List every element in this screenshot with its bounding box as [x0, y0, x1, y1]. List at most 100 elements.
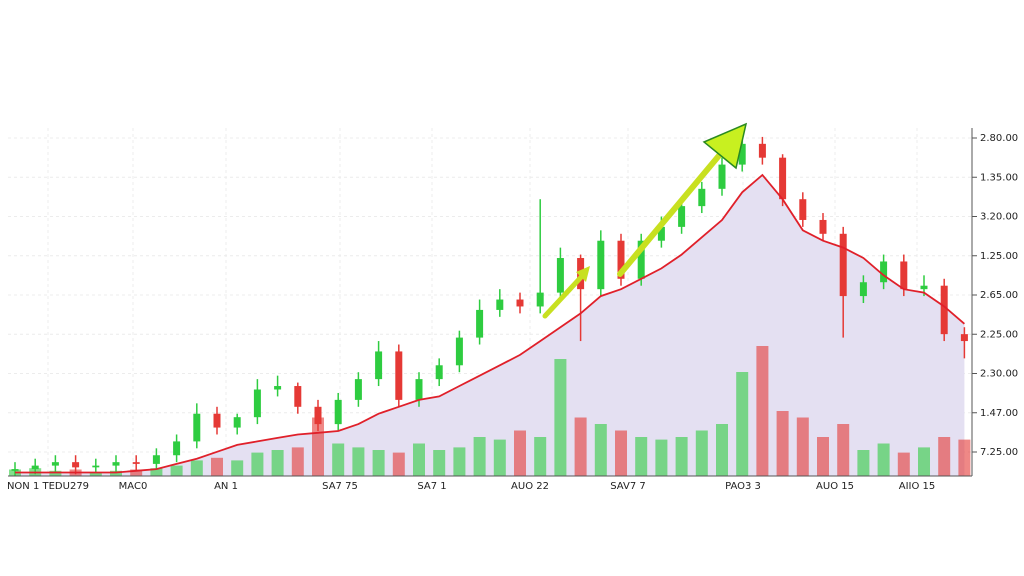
- candle-body: [556, 258, 564, 293]
- volume-bar: [332, 443, 345, 476]
- volume-bar: [877, 443, 890, 476]
- candle-body: [657, 226, 665, 241]
- volume-bar: [534, 437, 547, 476]
- volume-bar: [675, 437, 688, 476]
- candle-body: [738, 143, 746, 165]
- volume-bar: [817, 437, 829, 476]
- volume-bar: [695, 430, 708, 476]
- candle-body: [112, 462, 120, 466]
- volume-bar: [453, 447, 466, 476]
- candle-body: [31, 465, 39, 470]
- candle-body: [72, 462, 80, 468]
- candle-body: [213, 413, 221, 428]
- volume-bar: [89, 472, 102, 476]
- candle-body: [637, 240, 645, 279]
- volume-bar: [635, 437, 648, 476]
- candle-body: [476, 309, 484, 338]
- volume-bar: [776, 411, 789, 476]
- candle-body: [173, 441, 181, 456]
- x-tick-label: AUO 15: [816, 481, 854, 492]
- volume-bar: [291, 447, 304, 476]
- candle-body: [900, 261, 908, 290]
- candle-body: [536, 292, 544, 307]
- volume-bar: [473, 437, 486, 476]
- y-tick-label: 1.35.00: [980, 172, 1018, 183]
- volume-bar: [615, 430, 627, 476]
- y-tick-label: 1.25.00: [980, 251, 1018, 262]
- volume-bar: [372, 450, 385, 476]
- candle-body: [354, 379, 362, 400]
- volume-bar: [796, 417, 809, 476]
- y-tick-label: 3.20.00: [980, 212, 1018, 223]
- candle-body: [193, 413, 201, 442]
- candle-layer: [11, 133, 968, 476]
- volume-bar: [857, 450, 870, 476]
- arrow-shaft: [542, 271, 587, 319]
- candle-body: [132, 462, 140, 464]
- volume-bar: [170, 465, 183, 476]
- volume-bar: [938, 437, 951, 476]
- volume-bar: [837, 424, 850, 476]
- candle-body: [233, 417, 241, 428]
- ma-area-layer: [15, 175, 965, 476]
- arrow-head: [576, 266, 590, 282]
- candle-body: [274, 386, 282, 390]
- x-tick-label: SAV7 7: [610, 481, 645, 492]
- axes: 2.80.00 1.35.00 3.20.00 1.25.00 2.65.00 2.25.…: [7, 128, 1018, 492]
- ma-line: [15, 173, 965, 474]
- volume-bar: [433, 450, 446, 476]
- volume-bar: [231, 460, 244, 476]
- candle-body: [455, 337, 463, 366]
- volume-bar: [574, 417, 587, 476]
- candle-body: [516, 299, 524, 307]
- candle-body: [920, 285, 928, 290]
- candle-body: [51, 462, 59, 466]
- volume-bar: [352, 447, 365, 476]
- volume-bar: [251, 452, 264, 476]
- x-tick-label: SA7 75: [322, 481, 358, 492]
- volume-bar: [190, 460, 203, 476]
- volume-bar: [897, 452, 910, 476]
- candle-body: [314, 406, 322, 425]
- volume-bar: [554, 359, 567, 476]
- candle-body: [294, 386, 302, 407]
- candle-body: [92, 465, 100, 468]
- volume-bar: [716, 424, 728, 476]
- candle-body: [940, 285, 948, 335]
- candle-body: [375, 351, 383, 380]
- volume-bar: [514, 430, 526, 476]
- x-tick-label: PAO3 3: [725, 481, 761, 492]
- candle-body: [718, 164, 726, 189]
- candle-body: [779, 157, 787, 200]
- x-tick-label: AUO 22: [511, 481, 549, 492]
- x-tick-label: MAC0: [119, 481, 148, 492]
- x-tick-label: AIIO 15: [899, 481, 936, 492]
- trend-arrows: [542, 122, 748, 319]
- candle-body: [11, 469, 19, 471]
- candle-body: [758, 143, 766, 158]
- candle-body: [678, 206, 686, 227]
- y-tick-label: 2.25.00: [980, 329, 1018, 340]
- candle-body: [880, 261, 888, 283]
- candle-body: [960, 334, 968, 342]
- volume-bar: [130, 469, 143, 476]
- volume-bar: [594, 424, 607, 476]
- volume-bar: [655, 439, 668, 476]
- volume-bar: [211, 457, 223, 476]
- y-tick-label: 2.65.00: [980, 290, 1018, 301]
- y-tick-label: 2.80.00: [980, 133, 1018, 144]
- x-tick-label: SA7 1: [417, 481, 446, 492]
- candle-body: [395, 351, 403, 400]
- volume-bar: [756, 346, 769, 476]
- candle-body: [334, 399, 342, 425]
- y-tick-label: 2.30.00: [980, 369, 1018, 380]
- y-tick-label: 7.25.00: [980, 447, 1018, 458]
- candle-body: [698, 188, 706, 207]
- candle-body: [496, 299, 504, 310]
- volume-bar: [150, 468, 163, 476]
- candle-body: [819, 219, 827, 234]
- y-tick-label: 1.47.00: [980, 408, 1018, 419]
- volume-bar: [958, 439, 971, 476]
